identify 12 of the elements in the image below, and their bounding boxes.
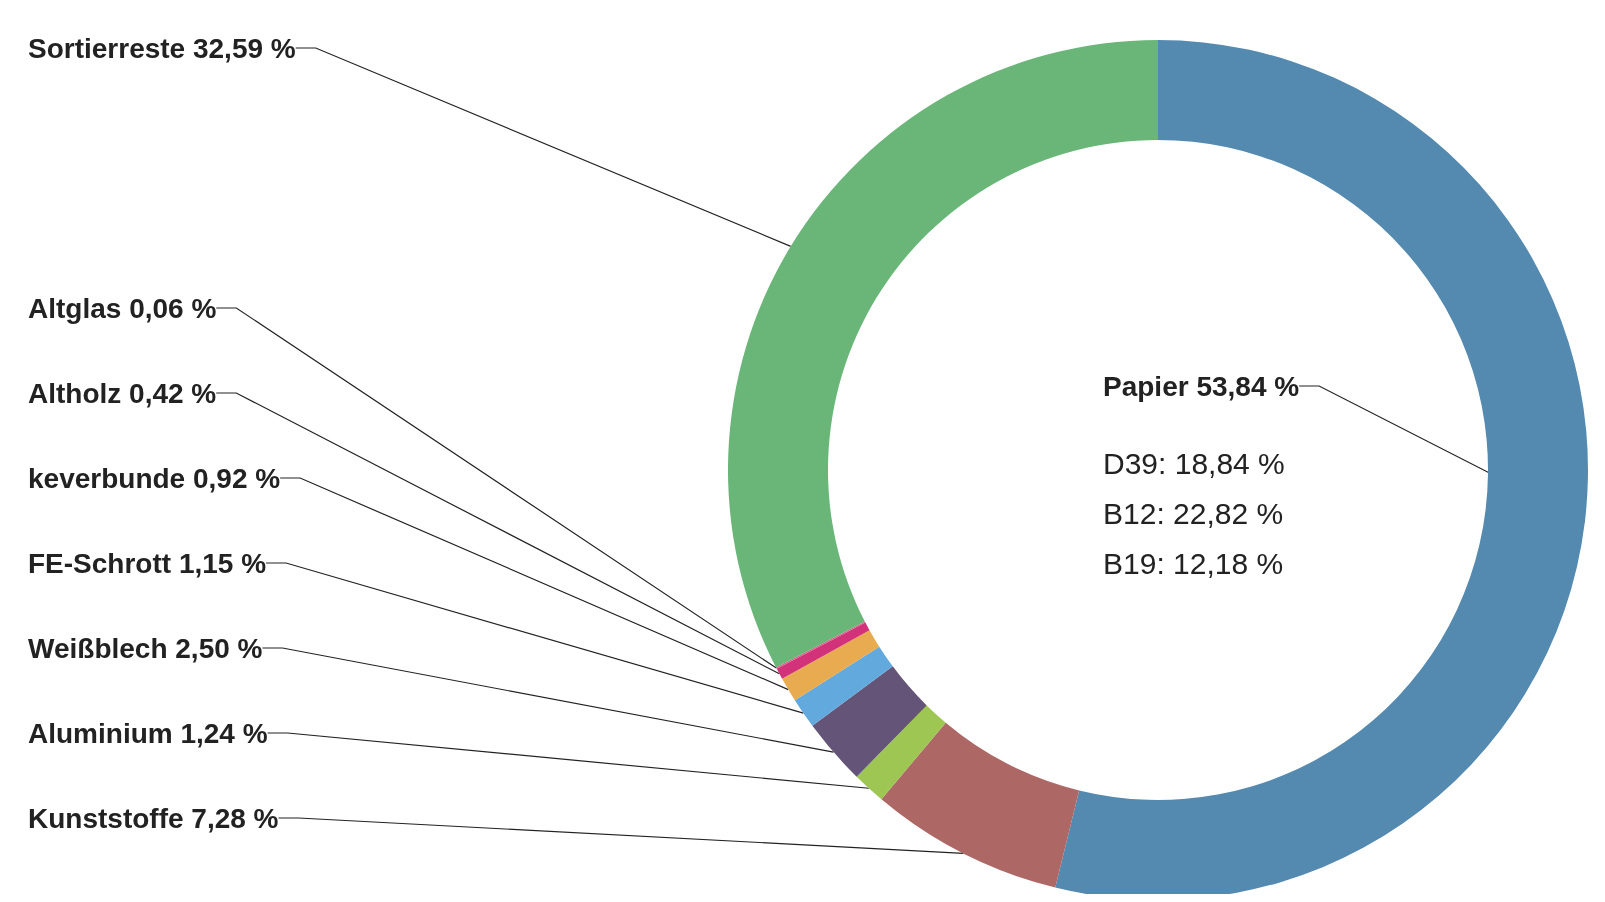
slice-label: Weißblech 2,50 % xyxy=(28,632,263,664)
slice-label: Altglas 0,06 % xyxy=(28,292,217,324)
text: D39: 18,84 % xyxy=(1103,446,1285,480)
text: B12: 22,82 % xyxy=(1103,496,1284,530)
slice-label: Papier 53,84 % xyxy=(1103,370,1300,402)
slice-label: Kunststoffe 7,28 % xyxy=(28,802,279,834)
slice-label: Aluminium 1,24 % xyxy=(28,717,268,749)
slice-label: Altholz 0,42 % xyxy=(28,377,217,409)
slice-label: Sortierreste 32,59 % xyxy=(28,32,296,64)
slice-label: FE-Schrott 1,15 % xyxy=(28,547,267,579)
text: B19: 12,18 % xyxy=(1103,546,1284,580)
slice-label: keverbunde 0,92 % xyxy=(28,462,281,494)
